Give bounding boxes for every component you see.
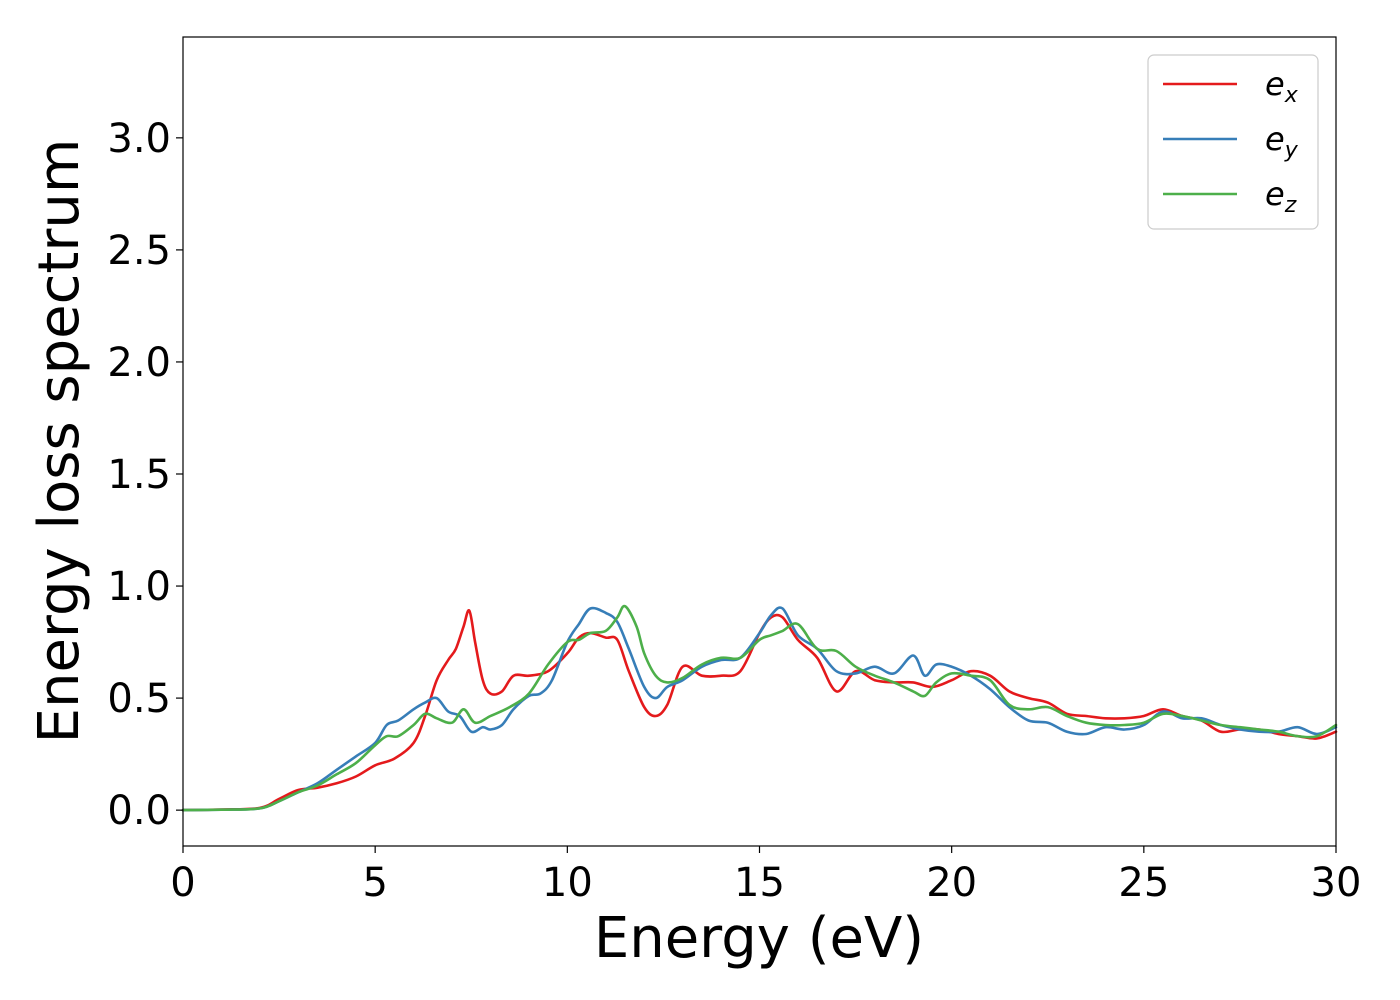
y-tick-label: 1.5 [107, 452, 171, 498]
y-tick-label: 2.5 [107, 228, 171, 274]
y-axis-label: Energy loss spectrum [27, 139, 92, 744]
plot-lines [181, 604, 1338, 812]
x-tick-label: 0 [170, 860, 195, 906]
x-axis-label: Energy (eV) [594, 906, 924, 971]
y-tick-label: 0.5 [107, 676, 171, 722]
x-tick-label: 5 [362, 860, 387, 906]
legend-frame [1147, 54, 1319, 230]
y-tick-label: 2.0 [107, 340, 171, 386]
x-tick-label: 15 [734, 860, 785, 906]
y-axis-ticks: 0.0 0.5 1.0 1.5 2.0 2.5 3.0 [107, 116, 183, 834]
y-tick-label: 1.0 [107, 564, 171, 610]
x-axis-ticks: 0 5 10 15 20 25 30 [170, 846, 1361, 906]
x-tick-label: 30 [1311, 860, 1362, 906]
series-line-x [181, 609, 1338, 812]
x-tick-label: 25 [1118, 860, 1169, 906]
y-tick-label: 0.0 [107, 788, 171, 834]
x-tick-label: 20 [926, 860, 977, 906]
y-tick-label: 3.0 [107, 116, 171, 162]
series-line-z [181, 604, 1338, 812]
x-tick-label: 10 [542, 860, 593, 906]
series-line-y [181, 606, 1338, 812]
